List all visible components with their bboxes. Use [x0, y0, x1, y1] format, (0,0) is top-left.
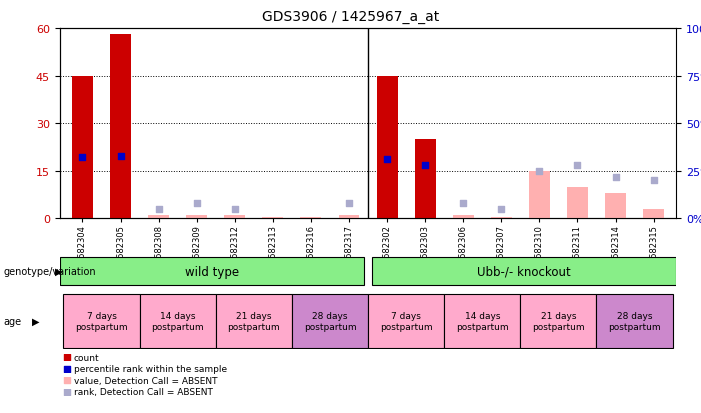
Bar — [224, 216, 245, 219]
Point — [62, 366, 73, 372]
Text: age: age — [4, 316, 22, 326]
Bar — [63, 294, 139, 348]
Bar — [567, 187, 588, 219]
Point — [381, 157, 393, 163]
Bar — [216, 294, 292, 348]
Point — [419, 162, 430, 169]
Text: ▶: ▶ — [32, 316, 39, 326]
Point — [343, 200, 355, 207]
Text: value, Detection Call = ABSENT: value, Detection Call = ABSENT — [74, 376, 217, 385]
Text: count: count — [74, 353, 100, 362]
Text: 21 days
postpartum: 21 days postpartum — [228, 311, 280, 331]
Point — [648, 178, 659, 184]
Bar — [60, 258, 365, 285]
Text: 21 days
postpartum: 21 days postpartum — [532, 311, 585, 331]
Bar — [339, 216, 360, 219]
Bar — [139, 294, 216, 348]
Point — [533, 168, 545, 175]
Point — [496, 206, 507, 213]
Bar — [415, 140, 435, 219]
Text: GDS3906 / 1425967_a_at: GDS3906 / 1425967_a_at — [262, 10, 439, 24]
Bar — [292, 294, 368, 348]
Bar — [372, 258, 676, 285]
Text: 14 days
postpartum: 14 days postpartum — [456, 311, 508, 331]
Text: Ubb-/- knockout: Ubb-/- knockout — [477, 265, 571, 278]
Point — [62, 377, 73, 384]
Bar — [605, 194, 626, 219]
Point — [77, 155, 88, 161]
Text: wild type: wild type — [185, 265, 239, 278]
Point — [115, 153, 126, 159]
Text: 28 days
postpartum: 28 days postpartum — [608, 311, 661, 331]
Point — [153, 206, 164, 213]
Bar — [597, 294, 673, 348]
Text: 7 days
postpartum: 7 days postpartum — [75, 311, 128, 331]
Text: percentile rank within the sample: percentile rank within the sample — [74, 364, 226, 373]
Bar — [529, 171, 550, 219]
Bar — [110, 35, 131, 219]
Bar — [186, 216, 207, 219]
Point — [191, 200, 203, 207]
Bar — [453, 216, 474, 219]
Text: 7 days
postpartum: 7 days postpartum — [380, 311, 433, 331]
Bar — [262, 217, 283, 219]
Point — [610, 174, 621, 180]
Bar — [148, 216, 169, 219]
Bar — [301, 217, 321, 219]
Bar — [368, 294, 444, 348]
Bar — [72, 76, 93, 219]
Point — [62, 354, 73, 361]
Point — [62, 389, 73, 395]
Text: 28 days
postpartum: 28 days postpartum — [304, 311, 356, 331]
Bar — [643, 209, 664, 219]
Point — [229, 206, 240, 213]
Bar — [520, 294, 597, 348]
Bar — [376, 76, 397, 219]
Point — [458, 200, 469, 207]
Bar — [491, 217, 512, 219]
Text: 14 days
postpartum: 14 days postpartum — [151, 311, 204, 331]
Text: ▶: ▶ — [55, 266, 62, 277]
Point — [572, 162, 583, 169]
Text: genotype/variation: genotype/variation — [4, 266, 96, 277]
Bar — [444, 294, 520, 348]
Text: rank, Detection Call = ABSENT: rank, Detection Call = ABSENT — [74, 387, 212, 396]
